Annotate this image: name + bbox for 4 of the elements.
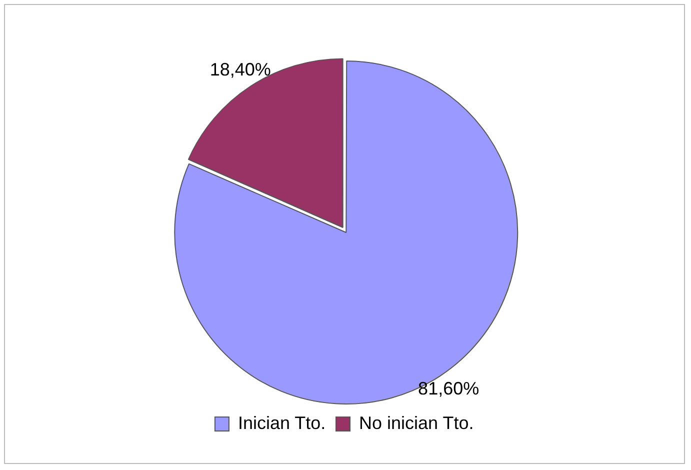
legend-label: Inician Tto.: [238, 412, 326, 433]
legend-label: No inician Tto.: [358, 412, 474, 433]
data-label: 81,60%: [418, 378, 480, 399]
data-label: 18,40%: [210, 59, 271, 80]
